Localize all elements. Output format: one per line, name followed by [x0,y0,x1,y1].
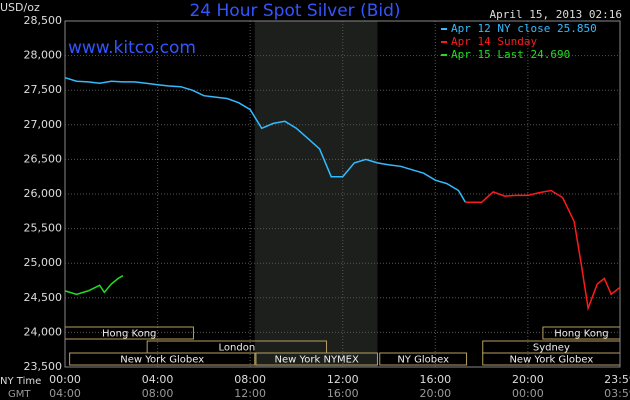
x-tick-label: 12:00 [327,373,359,386]
x-tick-label: 20:00 [512,373,544,386]
y-tick-label: 28,000 [24,49,63,62]
session-label: New York Globex [509,355,593,366]
watermark: www.kitco.com [68,38,196,58]
y-tick-label: 27,000 [24,118,63,131]
series-line [64,76,467,203]
y-tick-label: 25,000 [24,256,63,269]
x2-tick-label: 20:00 [419,387,451,400]
y-tick-label: 24,000 [24,325,63,338]
session-label: NY Globex [397,355,449,366]
plot-frame [64,20,621,368]
y-tick-label: 26,500 [24,152,63,165]
x2-tick-label: 00:00 [512,387,544,400]
y-axis-label: USD/oz [0,1,40,14]
y-tick-label: 26,000 [24,187,63,200]
x2-tick-label: 04:00 [49,387,81,400]
x-tick-label: 08:00 [234,373,266,386]
session-label: London [219,343,256,354]
session-label: New York Globex [120,355,204,366]
session-box [69,352,256,366]
legend-label: Apr 12 NY close 25.850 [451,22,597,35]
y-tick-label: 25,500 [24,222,63,235]
x-axis-label: NY Time [0,376,41,387]
session-label: Hong Kong [554,329,608,340]
legend-label: Apr 15 Last 24.690 [451,48,570,61]
y-tick-label: 23,500 [24,360,63,373]
legend-label: Apr 14 Sunday [451,35,537,48]
x2-tick-label: 08:00 [142,387,174,400]
series-line [64,275,124,296]
x2-tick-label: 16:00 [327,387,359,400]
y-tick-label: 27,500 [24,83,63,96]
x-tick-label: 00:00 [49,373,81,386]
x2-tick-label: 12:00 [234,387,266,400]
x2-axis-label: GMT [8,389,31,400]
y-tick-label: 24,500 [24,291,63,304]
x-tick-label: 16:00 [419,373,451,386]
x2-tick-label: 03:59 [604,387,630,400]
x-tick-label: 04:00 [142,373,174,386]
session-box [255,352,378,366]
session-label: Sydney [533,343,570,354]
chart-title: 24 Hour Spot Silver (Bid) [189,1,400,21]
y-tick-label: 28,500 [24,14,63,27]
timestamp: April 15, 2013 02:16 [490,8,622,21]
x-tick-label: 23:59 [604,373,630,386]
series-line [465,189,621,312]
session-label: Hong Kong [102,329,156,340]
session-label: New York NYMEX [275,355,360,366]
session-box [379,352,468,366]
